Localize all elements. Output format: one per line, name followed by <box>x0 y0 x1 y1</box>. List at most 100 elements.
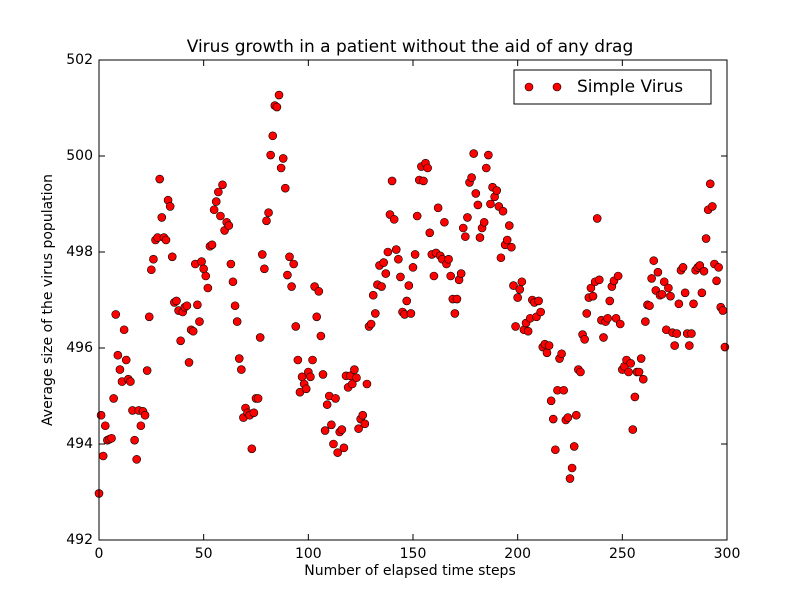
data-point <box>634 367 644 377</box>
data-point <box>433 203 443 213</box>
data-point <box>423 163 432 173</box>
data-point <box>308 355 317 365</box>
legend-marker <box>524 82 534 92</box>
data-point <box>216 211 225 221</box>
data-point <box>718 306 728 315</box>
data-point <box>626 359 636 368</box>
data-point <box>689 299 698 309</box>
data-point <box>193 300 202 310</box>
data-point <box>360 419 370 429</box>
data-point <box>458 223 468 233</box>
data-point <box>188 326 198 336</box>
data-point <box>301 384 311 394</box>
data-point <box>228 277 238 287</box>
data-point <box>283 270 292 280</box>
data-point <box>402 296 412 306</box>
data-point <box>496 253 506 263</box>
data-point <box>266 150 275 160</box>
data-point <box>613 271 623 281</box>
data-point <box>132 455 141 464</box>
data-point <box>567 463 577 473</box>
data-point <box>720 342 730 352</box>
data-point <box>605 296 615 306</box>
data-point <box>147 265 156 275</box>
data-point <box>396 272 405 282</box>
data-point <box>611 313 621 323</box>
data-point <box>333 448 342 457</box>
data-point <box>387 176 397 186</box>
data-point <box>130 435 139 445</box>
x-tick-label: 250 <box>609 546 636 562</box>
chart-title: Virus growth in a patient without the ai… <box>187 37 634 57</box>
data-point <box>331 394 340 403</box>
data-point <box>429 271 439 281</box>
data-point <box>559 385 569 395</box>
data-point <box>599 333 608 342</box>
data-point <box>167 252 177 262</box>
data-point <box>563 413 573 422</box>
data-point <box>666 291 675 301</box>
data-point <box>257 250 267 259</box>
data-point <box>249 408 259 418</box>
data-point <box>705 179 715 189</box>
y-tick-label: 494 <box>66 436 93 452</box>
data-point <box>484 150 493 160</box>
data-point <box>113 350 123 360</box>
data-point <box>502 235 512 245</box>
data-point <box>327 420 336 430</box>
data-point <box>551 445 560 455</box>
data-point <box>237 365 246 374</box>
data-point <box>214 187 223 197</box>
data-point <box>314 287 324 296</box>
data-point <box>678 263 688 272</box>
x-tick-label: 200 <box>504 546 531 562</box>
data-point <box>329 439 338 449</box>
x-axis-label: Number of elapsed time steps <box>304 563 516 579</box>
data-point <box>534 296 543 306</box>
data-point <box>461 232 470 241</box>
data-point <box>389 215 399 224</box>
data-point <box>486 199 495 209</box>
x-tick-label: 150 <box>400 546 427 562</box>
data-point <box>278 154 288 163</box>
data-point <box>425 228 435 238</box>
data-point <box>649 256 659 265</box>
data-point <box>509 281 518 290</box>
data-point <box>645 301 654 311</box>
data-point <box>274 90 284 100</box>
data-point <box>636 354 646 363</box>
data-point <box>368 290 378 300</box>
data-point <box>475 233 485 242</box>
data-point <box>576 367 585 377</box>
data-point <box>184 358 194 367</box>
data-point <box>517 277 527 287</box>
data-point <box>546 396 556 406</box>
data-point <box>687 329 696 338</box>
data-point <box>515 285 525 294</box>
y-tick-label: 500 <box>66 148 93 164</box>
data-point <box>714 263 723 272</box>
data-point <box>628 425 638 434</box>
data-point <box>157 213 167 222</box>
data-point <box>149 254 158 264</box>
data-point <box>586 283 596 293</box>
data-point <box>504 221 514 230</box>
data-point <box>172 296 181 306</box>
data-point <box>670 341 679 350</box>
data-point <box>473 200 483 210</box>
data-point <box>394 254 403 264</box>
data-point <box>569 442 579 451</box>
data-point <box>513 293 522 302</box>
data-point <box>511 322 520 331</box>
data-point <box>140 410 150 420</box>
data-point <box>358 410 368 420</box>
data-point <box>115 365 125 374</box>
data-point <box>592 214 602 223</box>
data-point <box>98 451 108 461</box>
data-point <box>410 250 420 259</box>
data-point <box>406 309 416 318</box>
data-point <box>463 213 472 222</box>
data-point <box>446 271 455 281</box>
data-point <box>218 180 227 190</box>
data-point <box>659 277 669 287</box>
